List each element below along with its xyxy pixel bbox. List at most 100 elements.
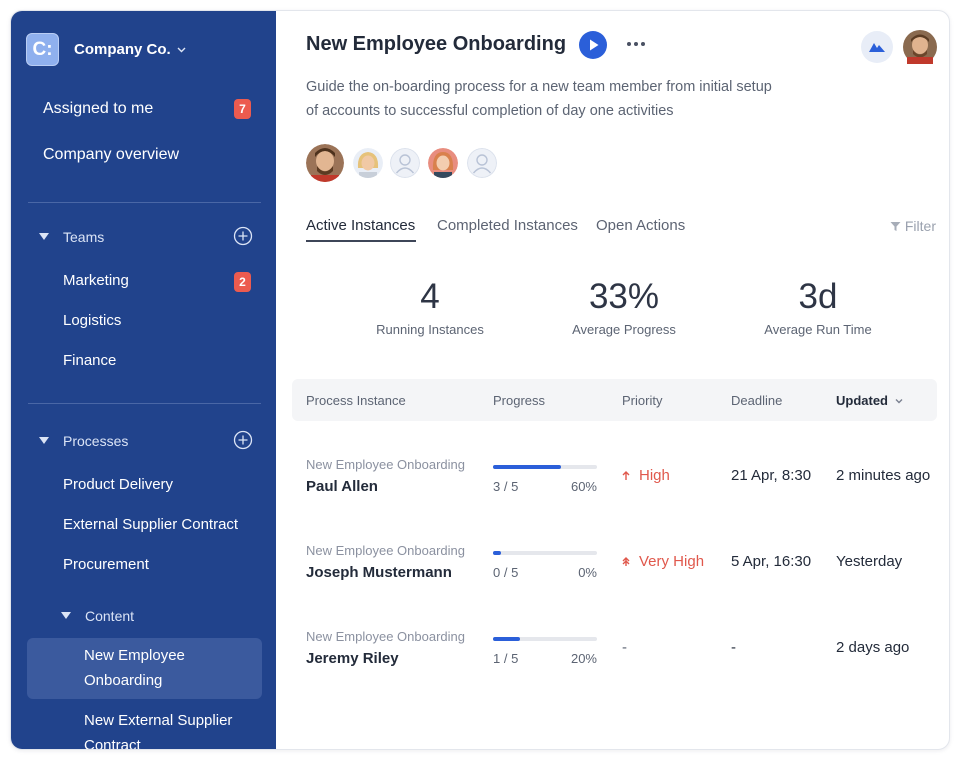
- avatar[interactable]: [428, 148, 458, 178]
- sidebar-item-logistics[interactable]: Logistics: [63, 312, 122, 329]
- sidebar-item-company-overview[interactable]: Company overview: [43, 146, 180, 163]
- stat-value: 4: [420, 277, 440, 316]
- teams-section-toggle[interactable]: Teams: [39, 229, 104, 245]
- company-name: Company Co.: [74, 41, 171, 58]
- sidebar-item-product-delivery[interactable]: Product Delivery: [63, 476, 174, 493]
- active-tab-indicator: [306, 240, 416, 242]
- progress-bar-fill: [493, 637, 521, 641]
- chevron-down-icon: [895, 398, 903, 403]
- play-icon[interactable]: [579, 31, 607, 59]
- priority-text: High: [639, 467, 670, 484]
- progress-bar: [493, 637, 597, 641]
- progress-bar: [493, 551, 597, 555]
- assignee-name: Jeremy Riley: [306, 650, 399, 667]
- filter-icon: [890, 221, 901, 231]
- sidebar-item-finance[interactable]: Finance: [63, 352, 117, 369]
- teams-section-label: Teams: [63, 229, 105, 245]
- filter-label: Filter: [904, 218, 936, 234]
- sidebar-item-new-employee-onboarding[interactable]: New Employee Onboarding: [84, 647, 185, 689]
- arrow-up-icon: [622, 470, 630, 480]
- sidebar-divider: [28, 403, 261, 404]
- more-options-icon[interactable]: [625, 37, 647, 51]
- process-name: New Employee Onboarding: [306, 629, 465, 644]
- column-header-updated[interactable]: Updated: [836, 393, 904, 408]
- content-folder-toggle[interactable]: Content: [61, 608, 134, 624]
- stat-average-progress: 33% Average Progress: [544, 277, 704, 338]
- sidebar-item-procurement[interactable]: Procurement: [63, 556, 149, 573]
- priority-label: Very High: [622, 553, 704, 570]
- tab-completed-instances[interactable]: Completed Instances: [437, 217, 578, 234]
- add-team-icon[interactable]: [233, 226, 253, 246]
- table-row[interactable]: New Employee Onboarding Paul Allen 3 / 5…: [276, 457, 949, 527]
- stat-value: 3d: [798, 277, 838, 316]
- sidebar-item-marketing[interactable]: Marketing: [63, 272, 129, 289]
- avatar[interactable]: [353, 148, 383, 178]
- tab-active-instances[interactable]: Active Instances: [306, 217, 416, 234]
- marketing-count-badge: 2: [234, 272, 251, 292]
- company-logo: C:: [26, 33, 59, 66]
- avatar[interactable]: [390, 148, 420, 178]
- stat-label: Average Progress: [572, 322, 676, 337]
- app-switcher-button[interactable]: [861, 31, 893, 63]
- caret-down-icon: [39, 233, 49, 240]
- assigned-count-badge: 7: [234, 99, 251, 119]
- column-header-deadline[interactable]: Deadline: [731, 393, 783, 408]
- main-panel: New Employee Onboarding Guide the on-boa…: [276, 11, 949, 749]
- process-name: New Employee Onboarding: [306, 457, 465, 472]
- content-folder-label: Content: [85, 608, 135, 624]
- column-header-updated-label: Updated: [836, 393, 888, 408]
- priority-label: -: [622, 639, 627, 656]
- process-description: Guide the on-boarding process for a new …: [306, 79, 772, 119]
- app-window: C: Company Co. Assigned to me 7 Company …: [10, 10, 950, 750]
- instance-tabs: Active Instances Completed Instances Ope…: [306, 217, 936, 243]
- processes-section-label: Processes: [63, 433, 129, 449]
- sidebar-divider: [28, 202, 261, 203]
- stat-running-instances: 4 Running Instances: [350, 277, 510, 338]
- sidebar-item-new-external-supplier-contract[interactable]: New External Supplier Contract: [84, 712, 233, 750]
- add-process-icon[interactable]: [233, 430, 253, 450]
- progress-percent: 20%: [570, 651, 597, 666]
- sidebar: C: Company Co. Assigned to me 7 Company …: [11, 11, 276, 750]
- progress-percent: 0%: [578, 565, 597, 580]
- current-user-avatar[interactable]: [903, 30, 937, 64]
- priority-text: Very High: [639, 553, 705, 570]
- stat-label: Running Instances: [376, 322, 484, 337]
- double-arrow-up-icon: [622, 556, 630, 566]
- company-switcher[interactable]: C: Company Co.: [26, 33, 187, 66]
- progress-bar-fill: [493, 551, 502, 555]
- progress-percent: 60%: [570, 479, 597, 494]
- stat-average-run-time: 3d Average Run Time: [738, 277, 898, 338]
- avatar[interactable]: [306, 144, 344, 182]
- deadline: 5 Apr, 16:30: [731, 553, 812, 570]
- updated-time: 2 minutes ago: [836, 467, 931, 484]
- caret-down-icon: [39, 437, 49, 444]
- sidebar-item-active-highlight: [27, 638, 262, 699]
- progress-bar: [493, 465, 597, 469]
- caret-down-icon: [61, 612, 71, 619]
- table-header: Process Instance Progress Priority Deadl…: [292, 379, 937, 421]
- deadline: 21 Apr, 8:30: [731, 467, 812, 484]
- column-header-process-instance[interactable]: Process Instance: [306, 393, 406, 408]
- deadline: -: [731, 639, 736, 656]
- tab-open-actions[interactable]: Open Actions: [596, 217, 686, 234]
- process-name: New Employee Onboarding: [306, 543, 465, 558]
- column-header-priority[interactable]: Priority: [622, 393, 663, 408]
- priority-label: High: [622, 467, 670, 484]
- progress-bar-fill: [493, 465, 561, 469]
- processes-section-toggle[interactable]: Processes: [39, 433, 128, 449]
- table-row[interactable]: New Employee Onboarding Joseph Musterman…: [276, 543, 949, 613]
- stat-value: 33%: [588, 277, 660, 316]
- page-title: New Employee Onboarding: [306, 33, 567, 55]
- table-row[interactable]: New Employee Onboarding Jeremy Riley 1 /…: [276, 629, 949, 699]
- progress-steps: 3 / 5: [493, 479, 519, 494]
- avatar[interactable]: [467, 148, 497, 178]
- assignee-name: Paul Allen: [306, 478, 378, 495]
- column-header-progress[interactable]: Progress: [493, 393, 546, 408]
- sidebar-item-external-supplier-contract[interactable]: External Supplier Contract: [63, 516, 239, 533]
- filter-button[interactable]: Filter: [890, 218, 936, 234]
- sidebar-item-assigned-to-me[interactable]: Assigned to me: [43, 100, 154, 117]
- updated-time: 2 days ago: [836, 639, 910, 656]
- priority-text: -: [622, 639, 627, 656]
- chevron-down-icon: [177, 47, 186, 53]
- progress-steps: 1 / 5: [493, 651, 519, 666]
